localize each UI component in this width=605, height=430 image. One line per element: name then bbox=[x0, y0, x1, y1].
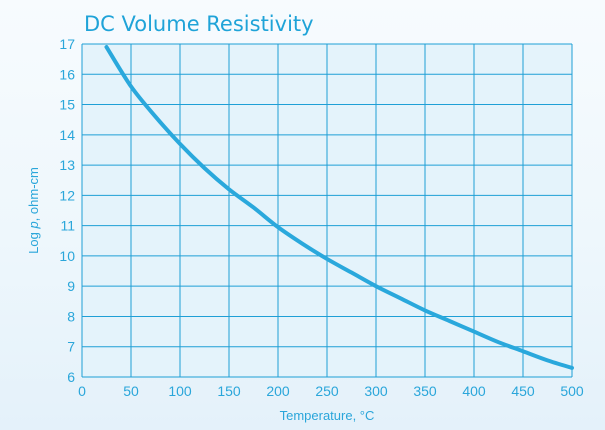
x-tick-label: 100 bbox=[168, 383, 192, 399]
grid bbox=[81, 43, 573, 378]
resistivity-line bbox=[104, 45, 574, 370]
x-tick-label: 400 bbox=[462, 383, 486, 399]
data-line-layer bbox=[104, 45, 574, 370]
x-tick-label: 150 bbox=[217, 383, 241, 399]
x-tick-label: 350 bbox=[413, 383, 437, 399]
y-tick-label: 10 bbox=[59, 248, 75, 264]
y-tick-label: 14 bbox=[59, 127, 75, 143]
y-tick-label: 17 bbox=[59, 36, 75, 52]
y-axis-title-log: Log bbox=[26, 229, 41, 254]
x-axis-title: Temperature, °C bbox=[280, 408, 375, 423]
y-tick-label: 9 bbox=[67, 278, 75, 294]
chart-title: DC Volume Resistivity bbox=[84, 12, 314, 36]
y-tick-label: 6 bbox=[67, 369, 75, 385]
y-tick-label: 11 bbox=[60, 218, 75, 234]
x-tick-label: 50 bbox=[123, 383, 139, 399]
y-axis-title: Log p, ohm-cm bbox=[26, 167, 41, 254]
x-tick-label: 200 bbox=[266, 383, 290, 399]
x-tick-label: 0 bbox=[78, 383, 86, 399]
y-tick-label: 12 bbox=[59, 187, 75, 203]
y-tick-label: 15 bbox=[59, 97, 75, 113]
y-tick-label: 7 bbox=[67, 339, 75, 355]
x-tick-label: 450 bbox=[511, 383, 535, 399]
y-axis-title-symbol: p bbox=[26, 221, 41, 229]
y-tick-label: 13 bbox=[59, 157, 75, 173]
y-tick-label: 8 bbox=[67, 308, 75, 324]
x-tick-label: 300 bbox=[364, 383, 388, 399]
y-axis-title-units: , ohm-cm bbox=[26, 167, 41, 221]
x-tick-label: 250 bbox=[315, 383, 339, 399]
y-tick-labels: 6 7 8 9 10 11 12 13 14 15 16 17 bbox=[59, 36, 75, 385]
x-tick-label: 500 bbox=[560, 383, 584, 399]
x-tick-labels: 0 50 100 150 200 250 300 350 400 450 500 bbox=[78, 383, 584, 399]
y-tick-label: 16 bbox=[59, 66, 75, 82]
